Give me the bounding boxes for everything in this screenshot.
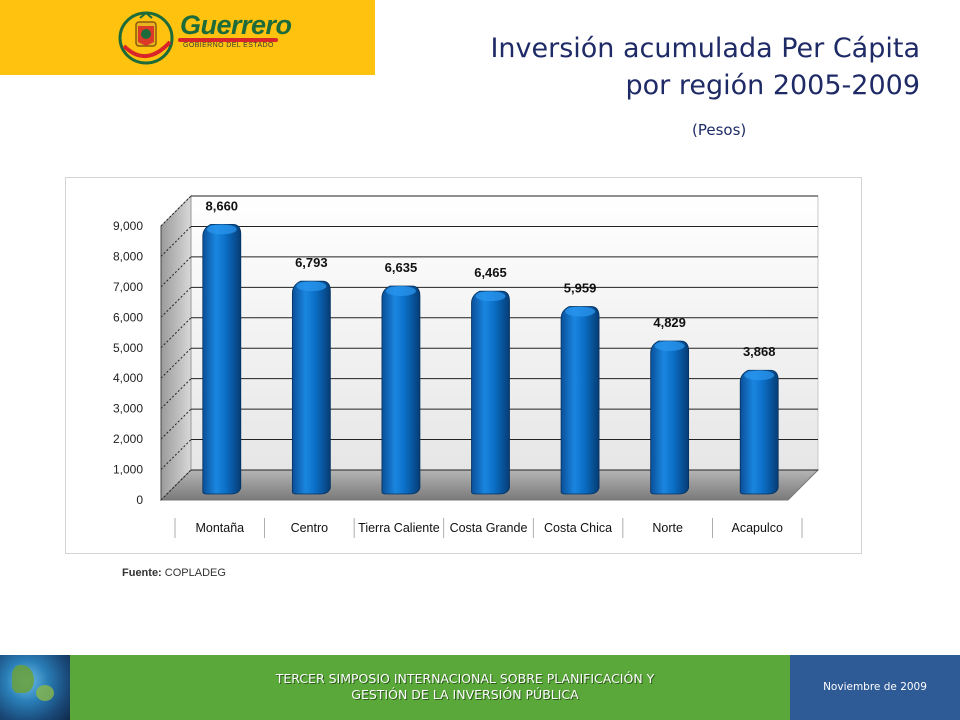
bar [739, 369, 779, 495]
x-tick-label: Montaña [195, 521, 244, 535]
x-tick-label: Norte [652, 521, 683, 535]
globe-land [36, 685, 54, 701]
state-seal-icon [118, 11, 174, 65]
footer-line-1: TERCER SIMPOSIO INTERNACIONAL SOBRE PLAN… [275, 671, 655, 686]
logo-banner: Guerrero GOBIERNO DEL ESTADO [0, 0, 375, 75]
bar-chart: 0 1,000 2,000 3,000 4,000 5,000 6,000 7,000 8,00… [113, 194, 820, 538]
gridline-side [160, 195, 192, 227]
units-label: (Pesos) [692, 121, 747, 139]
y-tick-label: 0 [136, 493, 143, 507]
bar-top [565, 306, 596, 317]
y-tick-label: 3,000 [113, 402, 143, 416]
bar-top [744, 370, 775, 381]
gridline-side [160, 439, 192, 470]
bar-value-label: 6,465 [474, 265, 507, 280]
gridline-side [160, 226, 192, 257]
bar-top [654, 340, 685, 351]
y-tick-label: 8,000 [113, 249, 143, 263]
y-tick-label: 5,000 [113, 341, 143, 355]
y-tick-label: 4,000 [113, 371, 143, 385]
bar-value-label: 8,660 [206, 198, 239, 213]
bar [560, 306, 600, 495]
bar-value-label: 6,793 [295, 255, 328, 270]
page-title: Inversión acumulada Per Cápita por regió… [360, 30, 920, 104]
bar-top [475, 291, 506, 302]
source-value: COPLADEG [164, 567, 226, 579]
gridline-side [160, 378, 192, 410]
y-tick-label: 7,000 [113, 280, 143, 294]
gridline-side [160, 317, 192, 349]
x-tick-label: Acapulco [731, 521, 782, 535]
gridline-side [160, 469, 192, 501]
y-tick-label: 1,000 [113, 463, 143, 477]
y-tick-label: 2,000 [113, 432, 143, 446]
gridline-side [160, 286, 192, 318]
logo-swoosh [178, 38, 278, 42]
y-tick-label: 6,000 [113, 310, 143, 324]
y-tick-label: 9,000 [113, 219, 143, 233]
bar-value-label: 4,829 [653, 315, 686, 330]
bar-top [296, 281, 327, 292]
logo-wordmark: Guerrero [180, 10, 292, 40]
bar-value-label: 3,868 [743, 344, 776, 359]
gridline-side [160, 408, 192, 440]
footer-banner: TERCER SIMPOSIO INTERNACIONAL SOBRE PLAN… [70, 655, 790, 720]
source-label: Fuente: [122, 567, 162, 579]
chart-frame: 0 1,000 2,000 3,000 4,000 5,000 6,000 7,000 8,00… [65, 177, 862, 554]
source-note: Fuente: COPLADEG [122, 567, 226, 579]
footer-line-2: GESTIÓN DE LA INVERSIÓN PÚBLICA [351, 687, 579, 702]
gridline-side [160, 256, 192, 288]
x-tick-label: Costa Grande [450, 521, 528, 535]
gridline-side [160, 347, 192, 379]
bar [381, 285, 421, 495]
title-line-2: por región 2005-2009 [625, 70, 920, 101]
bar [471, 290, 510, 495]
x-tick-label: Centro [291, 521, 329, 535]
footer-date-panel: Noviembre de 2009 [790, 655, 960, 720]
logo-tagline: GOBIERNO DEL ESTADO [183, 42, 274, 49]
bar [291, 280, 331, 495]
footer-event-name: TERCER SIMPOSIO INTERNACIONAL SOBRE PLAN… [170, 671, 760, 703]
x-tick-label: Costa Chica [544, 521, 612, 535]
x-tick-label: Tierra Caliente [358, 521, 440, 535]
title-line-1: Inversión acumulada Per Cápita [490, 33, 920, 64]
bar-value-label: 6,635 [385, 260, 418, 275]
globe-icon [0, 655, 70, 720]
bar-top [385, 286, 416, 297]
footer: TERCER SIMPOSIO INTERNACIONAL SOBRE PLAN… [0, 655, 960, 720]
bar [650, 340, 690, 495]
bar-top [206, 224, 237, 235]
bar [202, 223, 242, 495]
bar-value-label: 5,959 [564, 281, 597, 296]
globe-land [12, 665, 34, 693]
footer-date: Noviembre de 2009 [823, 681, 927, 693]
